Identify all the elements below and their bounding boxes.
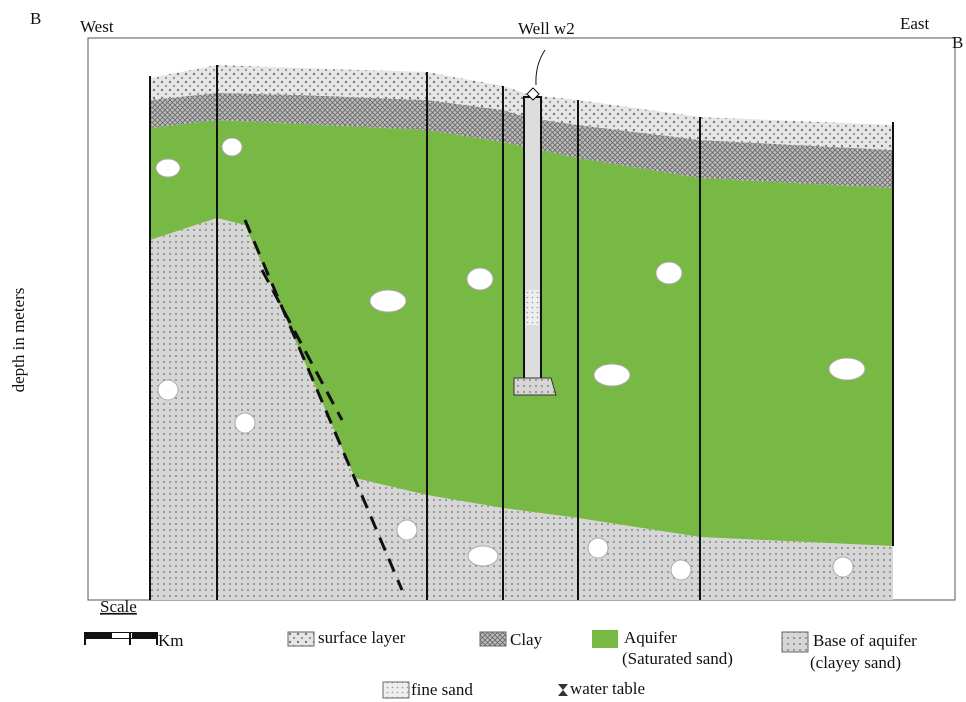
corner-direction: East <box>900 14 930 33</box>
legend-item: water table <box>570 679 645 698</box>
legend-item: fine sand <box>411 680 473 699</box>
scale-bar <box>85 632 157 645</box>
legend-item: Base of aquifer <box>813 631 917 650</box>
corner-letter: B <box>952 33 963 52</box>
legend: Scale Km surface layer Clay Aquifer (Sat… <box>85 597 917 699</box>
legend-item: (Saturated sand) <box>622 649 733 668</box>
legend-item: (clayey sand) <box>810 653 901 672</box>
corner-direction: West <box>80 17 114 36</box>
legend-item: Clay <box>510 630 543 649</box>
axis-label: depth in meters <box>9 288 28 393</box>
well-label: Well w2 <box>518 19 575 38</box>
legend-item: surface layer <box>318 628 406 647</box>
scale-unit: Km <box>158 631 184 650</box>
corner-letter: B <box>30 9 41 28</box>
scale-label: Scale <box>100 597 137 616</box>
legend-item: Aquifer <box>624 628 677 647</box>
cross-section: B West East B depth in meters Well w2 Sc… <box>0 0 966 702</box>
